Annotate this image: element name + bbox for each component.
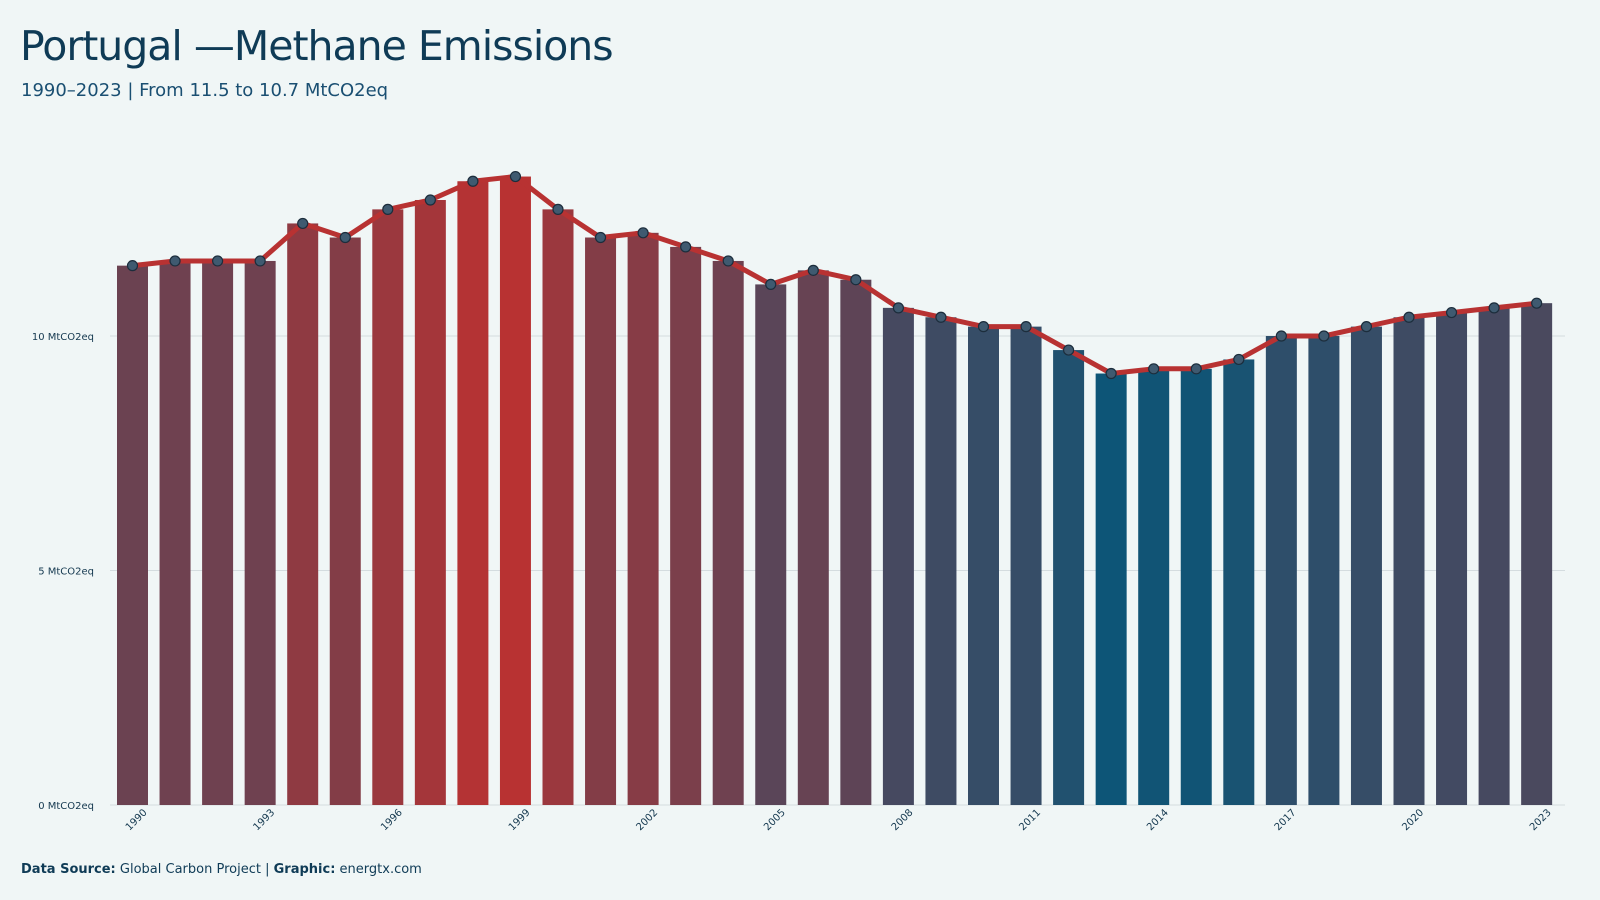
x-tick-label: 2017 — [1273, 807, 1299, 833]
bar-2013 — [1095, 373, 1127, 805]
bar-1990 — [117, 265, 148, 805]
point-2005 — [765, 278, 777, 291]
footer-separator: | — [265, 862, 270, 877]
bar-2000 — [542, 209, 574, 805]
point-2002 — [637, 227, 649, 239]
bar-1998 — [457, 181, 489, 806]
bar-2011 — [1010, 326, 1042, 805]
bar-2004 — [712, 260, 744, 806]
point-1991 — [169, 255, 181, 267]
bar-2001 — [585, 237, 617, 805]
bar-2005 — [755, 284, 787, 805]
bar-2002 — [627, 232, 659, 805]
bar-2018 — [1308, 336, 1340, 805]
x-tick-label: 2023 — [1528, 807, 1554, 833]
bar-2008 — [882, 307, 914, 805]
x-tick-label: 1993 — [251, 807, 277, 833]
point-2015 — [1190, 363, 1202, 375]
chart-title: Portugal —Methane Emissions — [20, 22, 614, 70]
point-2022 — [1488, 302, 1500, 314]
y-tick-label: 5 MtCO2eq — [38, 567, 94, 578]
point-2019 — [1360, 321, 1373, 333]
point-1996 — [382, 203, 394, 215]
point-1992 — [212, 255, 224, 267]
points — [126, 170, 1543, 380]
bar-2022 — [1478, 307, 1510, 805]
point-2013 — [1105, 367, 1117, 380]
bar-2007 — [840, 279, 872, 806]
point-2007 — [850, 274, 862, 286]
point-2004 — [722, 255, 734, 267]
x-tick-label: 2008 — [890, 807, 916, 833]
bar-2006 — [797, 270, 829, 806]
bar-2021 — [1436, 312, 1468, 805]
bar-2017 — [1265, 336, 1297, 805]
bar-2019 — [1350, 326, 1382, 805]
bar-2023 — [1521, 303, 1553, 805]
point-1997 — [424, 194, 436, 206]
point-2011 — [1020, 321, 1032, 333]
footer-credits: Data Source: Global Carbon Project | Gra… — [21, 862, 422, 877]
point-2006 — [807, 264, 819, 276]
x-tick-label: 2002 — [634, 807, 660, 833]
bar-2010 — [968, 326, 999, 805]
bar-2014 — [1138, 368, 1170, 805]
x-tick-label: 2020 — [1400, 807, 1426, 833]
bar-1997 — [414, 199, 446, 806]
x-tick-label: 2011 — [1017, 807, 1043, 833]
y-axis: 0 MtCO2eq 5 MtCO2eq 10 MtCO2eq — [32, 332, 94, 812]
point-2018 — [1318, 330, 1330, 342]
point-1995 — [339, 231, 351, 244]
bar-1991 — [159, 260, 191, 806]
bar-1993 — [244, 260, 276, 806]
y-tick-label: 0 MtCO2eq — [38, 801, 94, 812]
bar-1994 — [287, 223, 319, 805]
bar-1995 — [329, 237, 361, 805]
x-tick-label: 2014 — [1145, 807, 1171, 833]
point-2016 — [1233, 353, 1245, 366]
point-1990 — [126, 260, 139, 272]
x-axis: 1990 1993 1996 1999 2002 2005 2008 2011 2014 2017… — [124, 807, 1554, 833]
point-2008 — [892, 302, 905, 314]
point-2000 — [552, 203, 564, 215]
x-tick-label: 1990 — [124, 807, 150, 833]
point-2001 — [594, 231, 607, 244]
point-2020 — [1403, 311, 1415, 323]
bar-2016 — [1223, 359, 1255, 805]
bar-1999 — [499, 176, 531, 806]
bar-2003 — [670, 246, 702, 805]
chart-subtitle: 1990–2023 | From 11.5 to 10.7 MtCO2eq — [21, 80, 389, 101]
y-tick-label: 10 MtCO2eq — [32, 332, 94, 343]
point-1998 — [467, 175, 479, 187]
source-label: Data Source: — [21, 862, 116, 877]
bar-2020 — [1393, 317, 1425, 805]
trend-line — [130, 174, 1540, 376]
point-1999 — [509, 170, 522, 183]
x-tick-label: 1999 — [507, 807, 533, 833]
bar-2012 — [1053, 350, 1085, 805]
point-2021 — [1445, 306, 1458, 319]
x-tick-label: 1996 — [379, 807, 405, 833]
trend-line-layer — [130, 174, 1540, 376]
point-2023 — [1531, 297, 1543, 309]
point-2010 — [977, 321, 990, 333]
bar-1992 — [202, 260, 234, 806]
point-2003 — [680, 241, 692, 253]
x-tick-label: 2005 — [762, 807, 788, 833]
bar-1996 — [372, 209, 404, 805]
point-2009 — [935, 311, 947, 323]
bar-2009 — [925, 317, 957, 805]
graphic-value: energtx.com — [339, 862, 422, 877]
bar-2015 — [1180, 368, 1212, 805]
source-value: Global Carbon Project — [119, 862, 261, 877]
bars — [117, 176, 1553, 806]
graphic-label: Graphic: — [273, 862, 336, 877]
point-2012 — [1062, 344, 1075, 356]
gridlines — [110, 335, 1565, 806]
point-2017 — [1275, 330, 1287, 342]
point-1994 — [297, 217, 309, 230]
point-2014 — [1148, 363, 1160, 375]
point-1993 — [254, 255, 266, 267]
